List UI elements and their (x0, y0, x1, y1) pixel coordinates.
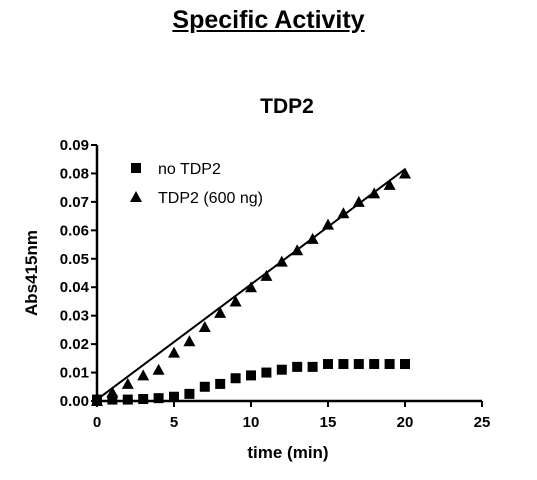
x-tick-label: 25 (474, 414, 491, 431)
x-axis-label: time (min) (247, 443, 328, 462)
square-marker (369, 359, 380, 370)
square-marker (400, 359, 410, 370)
triangle-marker (399, 167, 411, 179)
square-marker (169, 391, 179, 402)
x-tick-label: 15 (320, 414, 337, 431)
square-marker (292, 361, 303, 372)
axes: 0.00 0.01 0.02 0.03 0.04 0.05 0.06 0.07 0.08 0.09… (60, 137, 491, 431)
square-marker (215, 378, 226, 389)
square-marker (384, 359, 395, 370)
x-tick-label: 10 (243, 414, 260, 431)
triangle-marker (106, 386, 119, 398)
square-marker (246, 370, 256, 381)
chart-title: TDP2 (260, 95, 314, 118)
y-tick-label: 0.05 (60, 251, 89, 268)
square-marker (338, 359, 349, 370)
triangle-marker (337, 207, 350, 219)
y-tick-label: 0.00 (60, 393, 89, 410)
triangle-marker (306, 232, 319, 244)
triangle-marker (183, 335, 196, 347)
page-title: Specific Activity (172, 6, 365, 34)
triangle-marker (137, 369, 150, 381)
triangle-marker (322, 218, 334, 230)
square-marker (323, 359, 333, 370)
y-axis-label: Abs415nm (22, 230, 41, 316)
x-tick-label: 0 (93, 414, 101, 431)
triangle-marker (168, 346, 180, 358)
square-marker (261, 367, 272, 378)
y-tick-label: 0.02 (60, 336, 89, 353)
y-tick-label: 0.08 (60, 165, 89, 182)
square-marker (199, 381, 210, 392)
triangle-marker (91, 395, 103, 406)
square-marker (107, 394, 118, 405)
triangle-marker (368, 187, 381, 199)
data-points (91, 167, 411, 406)
square-marker (184, 388, 195, 399)
triangle-marker (198, 321, 211, 333)
square-marker (276, 364, 287, 375)
y-tick-label: 0.06 (60, 222, 89, 239)
y-tick-label: 0.04 (60, 279, 90, 296)
square-marker (122, 394, 133, 405)
triangle-marker (245, 281, 257, 293)
triangle-marker (229, 295, 242, 307)
square-marker (353, 359, 364, 370)
triangle-marker (275, 255, 288, 267)
x-tick-label: 20 (397, 414, 414, 431)
triangle-marker (152, 363, 165, 375)
legend-marker-1 (130, 191, 142, 202)
legend-label-1: TDP2 (600 ng) (158, 190, 263, 207)
x-tick-label: 5 (170, 414, 178, 431)
triangle-marker (121, 377, 134, 389)
square-marker (138, 394, 149, 405)
y-tick-label: 0.03 (60, 308, 89, 325)
legend-label-0: no TDP2 (158, 161, 221, 178)
triangle-marker (291, 244, 304, 256)
y-tick-label: 0.01 (60, 365, 89, 382)
square-marker (153, 393, 164, 404)
triangle-marker (352, 195, 365, 207)
square-marker (307, 361, 318, 372)
triangle-marker (214, 306, 227, 318)
triangle-marker (260, 269, 273, 281)
legend: no TDP2 TDP2 (600 ng) (130, 161, 263, 207)
y-tick-label: 0.09 (60, 137, 89, 154)
square-marker (230, 373, 241, 384)
y-tick-label: 0.07 (60, 194, 89, 211)
legend-marker-0 (131, 163, 141, 173)
triangle-marker (383, 178, 396, 190)
